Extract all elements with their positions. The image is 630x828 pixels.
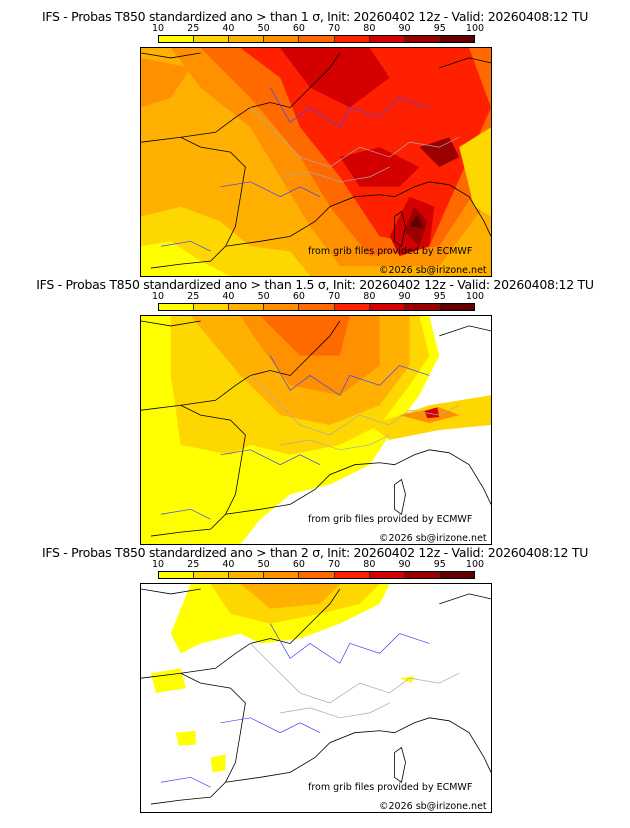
colorbar-segment <box>299 572 335 578</box>
colorbar-segment <box>439 36 474 42</box>
colorbar-tick: 50 <box>257 559 270 570</box>
panel-title: IFS - Probas T850 standardized ano > tha… <box>41 545 589 560</box>
probability-map <box>140 583 492 813</box>
probability-map <box>140 47 492 277</box>
colorbar-tick: 40 <box>222 559 235 570</box>
colorbar-ticks: 10 25 40 50 60 70 80 90 95 100 <box>152 23 484 34</box>
colorbar-tick: 100 <box>465 559 485 570</box>
colorbar-segment <box>229 36 265 42</box>
colorbar-segment <box>229 304 265 310</box>
colorbar-segment <box>159 36 195 42</box>
panel-title: IFS - Probas T850 standardized ano > tha… <box>36 277 594 292</box>
colorbar-tick: 25 <box>187 291 200 302</box>
colorbar-segment <box>194 36 230 42</box>
copyright-credit: ©2026 sb@irizone.net <box>379 801 487 812</box>
colorbar-segment <box>439 304 474 310</box>
colorbar-tick: 95 <box>433 23 446 34</box>
colorbar-legend <box>158 35 475 43</box>
colorbar-tick: 50 <box>257 291 270 302</box>
colorbar-tick: 100 <box>465 291 485 302</box>
copyright-credit: ©2026 sb@irizone.net <box>379 533 487 544</box>
colorbar-segment <box>159 572 195 578</box>
colorbar-segment <box>299 36 335 42</box>
colorbar-tick: 60 <box>292 559 305 570</box>
colorbar-tick: 80 <box>363 291 376 302</box>
colorbar-segment <box>264 36 300 42</box>
colorbar-tick: 95 <box>433 559 446 570</box>
colorbar-segment <box>404 36 440 42</box>
colorbar-tick: 100 <box>465 23 485 34</box>
map-svg <box>141 584 491 812</box>
colorbar-segment <box>229 572 265 578</box>
map-svg <box>141 48 491 276</box>
colorbar-tick: 10 <box>151 23 165 34</box>
colorbar-tick: 70 <box>328 559 341 570</box>
colorbar-tick: 90 <box>398 291 411 302</box>
colorbar-tick: 95 <box>433 291 446 302</box>
colorbar-segment <box>334 572 370 578</box>
colorbar-tick: 80 <box>363 559 376 570</box>
colorbar-segment <box>334 36 370 42</box>
colorbar-tick: 70 <box>328 291 341 302</box>
colorbar-segment <box>404 572 440 578</box>
colorbar-ticks: 10 25 40 50 60 70 80 90 95 100 <box>152 291 484 302</box>
colorbar-tick: 80 <box>363 23 376 34</box>
colorbar-segment <box>299 304 335 310</box>
colorbar-tick: 10 <box>151 559 165 570</box>
colorbar-segment <box>159 304 195 310</box>
colorbar-legend <box>158 571 475 579</box>
colorbar-segment <box>334 304 370 310</box>
colorbar-tick: 40 <box>222 291 235 302</box>
colorbar-segment <box>404 304 440 310</box>
map-svg <box>141 316 491 544</box>
colorbar-segment <box>439 572 474 578</box>
colorbar-legend <box>158 303 475 311</box>
colorbar-tick: 40 <box>222 23 235 34</box>
source-credit: from grib files provided by ECMWF <box>308 246 473 257</box>
source-credit: from grib files provided by ECMWF <box>308 782 473 793</box>
colorbar-segment <box>194 304 230 310</box>
colorbar-segment <box>369 572 405 578</box>
colorbar-segment <box>369 36 405 42</box>
colorbar-tick: 90 <box>398 559 411 570</box>
copyright-credit: ©2026 sb@irizone.net <box>379 265 487 276</box>
colorbar-tick: 25 <box>187 23 200 34</box>
panel-title: IFS - Probas T850 standardized ano > tha… <box>41 9 589 24</box>
colorbar-tick: 60 <box>292 23 305 34</box>
probability-map <box>140 315 492 545</box>
colorbar-segment <box>194 572 230 578</box>
colorbar-tick: 25 <box>187 559 200 570</box>
colorbar-segment <box>264 572 300 578</box>
colorbar-segment <box>369 304 405 310</box>
colorbar-tick: 70 <box>328 23 341 34</box>
colorbar-tick: 50 <box>257 23 270 34</box>
colorbar-ticks: 10 25 40 50 60 70 80 90 95 100 <box>152 559 484 570</box>
source-credit: from grib files provided by ECMWF <box>308 514 473 525</box>
colorbar-tick: 60 <box>292 291 305 302</box>
colorbar-tick: 90 <box>398 23 411 34</box>
colorbar-tick: 10 <box>151 291 165 302</box>
colorbar-segment <box>264 304 300 310</box>
